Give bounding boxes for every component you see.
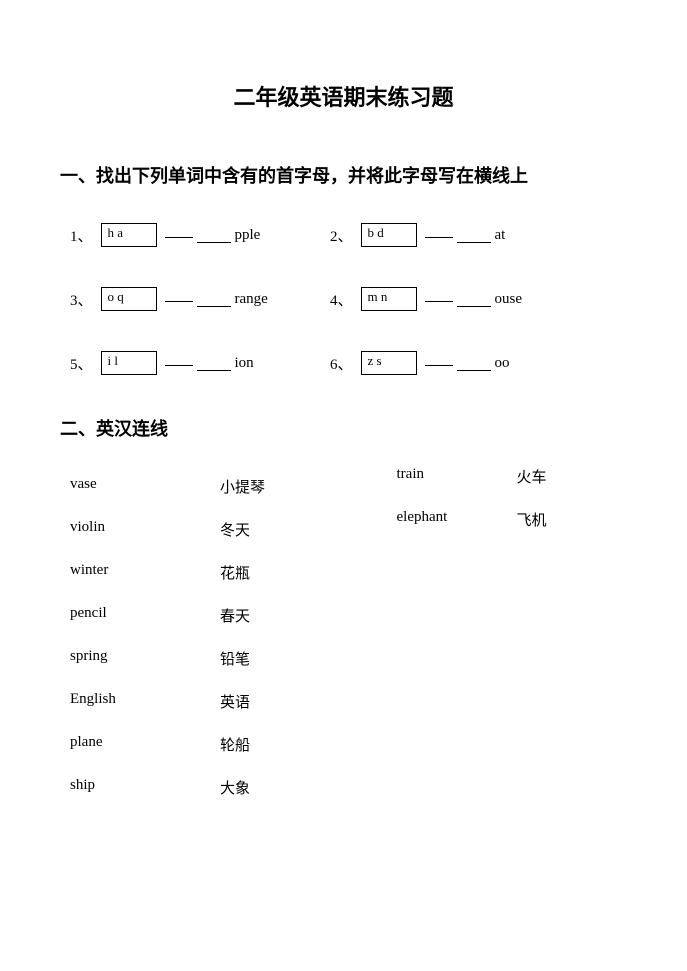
- match-right-column: train 火车 elephant 飞机: [397, 476, 627, 820]
- match-container: vase 小提琴 violin 冬天 winter 花瓶 pencil 春天 s…: [70, 476, 627, 820]
- match-row: plane 轮船: [70, 734, 397, 755]
- match-chinese: 春天: [220, 605, 300, 626]
- match-english: train: [397, 466, 517, 487]
- question-item: 6、 z s oo: [330, 351, 590, 375]
- match-english: violin: [70, 519, 220, 540]
- match-left-column: vase 小提琴 violin 冬天 winter 花瓶 pencil 春天 s…: [70, 476, 397, 820]
- word-suffix: ion: [235, 355, 254, 372]
- match-row: pencil 春天: [70, 605, 397, 626]
- match-row: train 火车: [397, 466, 627, 487]
- word-suffix: oo: [495, 355, 510, 372]
- match-chinese: 小提琴: [220, 476, 300, 497]
- match-english: elephant: [397, 509, 517, 530]
- letter-box: m n: [361, 287, 417, 311]
- question-row: 3、 o q range 4、 m n ouse: [70, 287, 627, 311]
- match-chinese: 大象: [220, 777, 300, 798]
- word-suffix: at: [495, 227, 506, 244]
- word-suffix: ouse: [495, 291, 523, 308]
- question-number: 6、: [330, 353, 353, 374]
- match-english: English: [70, 691, 220, 712]
- page-title: 二年级英语期末练习题: [60, 80, 627, 112]
- match-row: violin 冬天: [70, 519, 397, 540]
- match-english: pencil: [70, 605, 220, 626]
- section2: 二、英汉连线 vase 小提琴 violin 冬天 winter 花瓶 penc…: [60, 415, 627, 820]
- answer-blank[interactable]: [197, 228, 231, 243]
- match-row: English 英语: [70, 691, 397, 712]
- section2-heading: 二、英汉连线: [60, 415, 627, 441]
- word-suffix: range: [235, 291, 268, 308]
- match-chinese: 英语: [220, 691, 300, 712]
- match-row: winter 花瓶: [70, 562, 397, 583]
- question-item: 4、 m n ouse: [330, 287, 590, 311]
- match-english: vase: [70, 476, 220, 497]
- answer-blank[interactable]: [457, 228, 491, 243]
- section1-questions: 1、 h a pple 2、 b d at 3、 o q range: [70, 223, 627, 375]
- question-number: 3、: [70, 289, 93, 310]
- letter-box: o q: [101, 287, 157, 311]
- match-row: vase 小提琴: [70, 476, 397, 497]
- letter-box: h a: [101, 223, 157, 247]
- question-number: 5、: [70, 353, 93, 374]
- question-item: 3、 o q range: [70, 287, 330, 311]
- section1-heading: 一、找出下列单词中含有的首字母，并将此字母写在横线上: [60, 162, 627, 188]
- match-english: winter: [70, 562, 220, 583]
- question-item: 2、 b d at: [330, 223, 590, 247]
- match-chinese: 飞机: [517, 509, 597, 530]
- answer-blank[interactable]: [197, 356, 231, 371]
- connector-line: [425, 365, 453, 366]
- question-number: 4、: [330, 289, 353, 310]
- connector-line: [425, 301, 453, 302]
- question-item: 1、 h a pple: [70, 223, 330, 247]
- connector-line: [165, 301, 193, 302]
- question-row: 1、 h a pple 2、 b d at: [70, 223, 627, 247]
- answer-blank[interactable]: [457, 356, 491, 371]
- letter-box: z s: [361, 351, 417, 375]
- answer-blank[interactable]: [457, 292, 491, 307]
- question-row: 5、 i l ion 6、 z s oo: [70, 351, 627, 375]
- connector-line: [165, 365, 193, 366]
- match-row: elephant 飞机: [397, 509, 627, 530]
- question-item: 5、 i l ion: [70, 351, 330, 375]
- match-row: spring 铅笔: [70, 648, 397, 669]
- match-english: ship: [70, 777, 220, 798]
- question-number: 2、: [330, 225, 353, 246]
- word-suffix: pple: [235, 227, 261, 244]
- answer-blank[interactable]: [197, 292, 231, 307]
- match-row: ship 大象: [70, 777, 397, 798]
- match-chinese: 花瓶: [220, 562, 300, 583]
- connector-line: [425, 237, 453, 238]
- connector-line: [165, 237, 193, 238]
- letter-box: b d: [361, 223, 417, 247]
- match-chinese: 轮船: [220, 734, 300, 755]
- match-chinese: 冬天: [220, 519, 300, 540]
- letter-box: i l: [101, 351, 157, 375]
- match-chinese: 铅笔: [220, 648, 300, 669]
- match-english: plane: [70, 734, 220, 755]
- worksheet-page: 二年级英语期末练习题 一、找出下列单词中含有的首字母，并将此字母写在横线上 1、…: [0, 0, 687, 860]
- match-english: spring: [70, 648, 220, 669]
- question-number: 1、: [70, 225, 93, 246]
- match-chinese: 火车: [517, 466, 597, 487]
